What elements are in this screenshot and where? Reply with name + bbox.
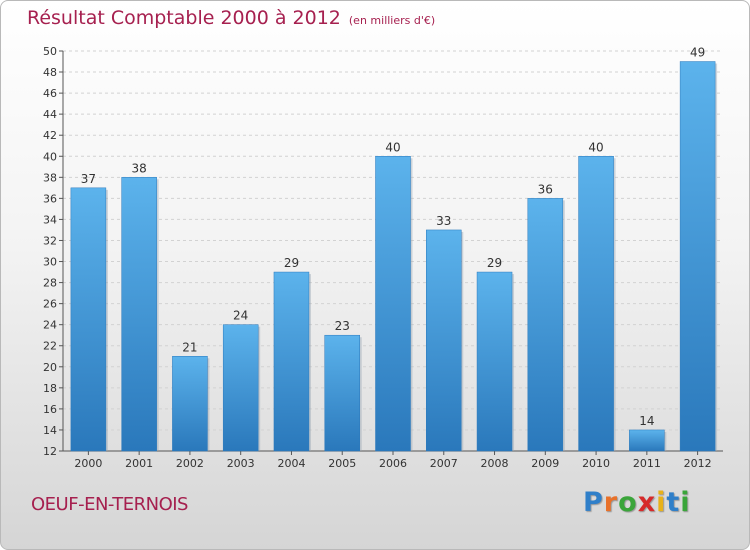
y-tick-label: 32 (43, 234, 57, 247)
y-tick-label: 44 (43, 108, 57, 121)
logo-letter: r (603, 487, 619, 518)
x-tick-label: 2012 (684, 457, 712, 470)
x-tick-label: 2005 (328, 457, 356, 470)
y-tick-label: 34 (43, 213, 57, 226)
bar (527, 198, 564, 452)
y-tick-label: 30 (43, 256, 57, 269)
bar-value-label: 23 (335, 319, 350, 333)
x-tick-label: 2007 (430, 457, 458, 470)
y-tick-label: 26 (43, 298, 57, 311)
y-tick-label: 12 (43, 445, 57, 458)
logo-letter: x (637, 487, 657, 518)
bar (172, 356, 208, 452)
bar (375, 156, 411, 452)
bar-value-label: 29 (284, 256, 299, 270)
bar-value-label: 38 (132, 161, 147, 175)
x-tick-label: 2001 (125, 457, 153, 470)
y-tick-label: 18 (43, 382, 57, 395)
x-tick-label: 2006 (379, 457, 407, 470)
x-tick-label: 2009 (531, 457, 559, 470)
bar-value-label: 21 (182, 340, 197, 354)
bar (578, 156, 614, 452)
data-labels: 37 38 21 24 29 23 40 33 29 36 40 14 49 (81, 46, 706, 428)
y-tick-label: 14 (43, 424, 57, 437)
bar (426, 229, 462, 452)
bar-value-label: 36 (538, 182, 553, 196)
logo-letter: P (583, 487, 604, 518)
y-tick-label: 16 (43, 403, 57, 416)
logo-letter: o (618, 487, 638, 518)
chart-title: Résultat Comptable 2000 à 2012 (en millie… (27, 7, 435, 29)
bar-value-label: 37 (81, 172, 96, 186)
logo-letter: i (680, 487, 691, 518)
y-tick-label: 28 (43, 277, 57, 290)
x-tick-label: 2003 (227, 457, 255, 470)
x-tick-label: 2008 (481, 457, 509, 470)
y-tick-label: 48 (43, 66, 57, 79)
logo-letter: i (656, 487, 667, 518)
bar-value-label: 14 (639, 414, 654, 428)
y-tick-label: 46 (43, 87, 57, 100)
y-tick-label: 36 (43, 192, 57, 205)
x-tick-label: 2002 (176, 457, 204, 470)
bar (70, 187, 107, 452)
y-tick-label: 42 (43, 129, 57, 142)
axes: 12 14 16 18 20 22 24 26 28 30 32 34 36 38 40 42 44 46 48 50… (43, 45, 723, 470)
y-tick-label: 24 (43, 319, 57, 332)
bar-value-label: 29 (487, 256, 502, 270)
town-name: OEUF-EN-TERNOIS (31, 494, 189, 515)
x-tick-label: 2011 (633, 457, 661, 470)
logo-letter: t (666, 487, 681, 518)
bar (273, 271, 310, 452)
proxiti-logo: Proxiti (583, 487, 691, 518)
bar (679, 61, 716, 452)
bar-value-label: 24 (233, 309, 248, 323)
bar-value-label: 49 (690, 46, 705, 60)
bar (629, 429, 665, 452)
title-text: Résultat Comptable 2000 à 2012 (27, 7, 341, 29)
bar-value-label: 40 (385, 140, 400, 154)
x-tick-label: 2000 (74, 457, 102, 470)
bar (476, 271, 513, 452)
y-tick-label: 20 (43, 361, 57, 374)
bar (324, 334, 360, 452)
y-tick-label: 22 (43, 340, 57, 353)
x-tick-label: 2010 (582, 457, 610, 470)
bars (70, 61, 718, 452)
y-tick-label: 40 (43, 150, 57, 163)
bar-value-label: 40 (588, 140, 603, 154)
bar-value-label: 33 (436, 214, 451, 228)
x-tick-label: 2004 (277, 457, 305, 470)
y-tick-label: 38 (43, 171, 57, 184)
bar (121, 177, 157, 452)
bar (222, 324, 259, 452)
title-unit: (en milliers d'€) (348, 14, 436, 27)
y-tick-label: 50 (43, 45, 57, 58)
